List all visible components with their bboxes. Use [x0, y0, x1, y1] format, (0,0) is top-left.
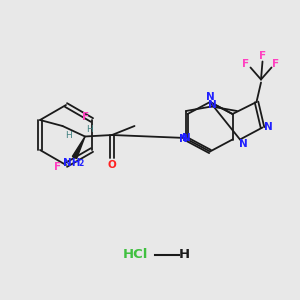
Text: HCl: HCl — [122, 248, 148, 262]
Text: N: N — [238, 139, 247, 149]
Text: F: F — [54, 161, 61, 172]
Text: F: F — [82, 112, 89, 122]
Text: NH: NH — [63, 158, 80, 169]
Text: 2: 2 — [79, 159, 84, 168]
Text: N: N — [206, 92, 214, 103]
Text: F: F — [259, 51, 266, 61]
Text: F: F — [272, 59, 280, 69]
Text: H: H — [86, 124, 93, 134]
Text: N: N — [182, 133, 190, 143]
Text: F: F — [242, 59, 250, 69]
Polygon shape — [72, 136, 85, 159]
Text: H: H — [65, 130, 72, 140]
Text: O: O — [108, 160, 116, 170]
Text: H: H — [179, 248, 190, 262]
Text: N: N — [178, 134, 188, 145]
Text: N: N — [208, 100, 217, 110]
Text: N: N — [264, 122, 273, 133]
